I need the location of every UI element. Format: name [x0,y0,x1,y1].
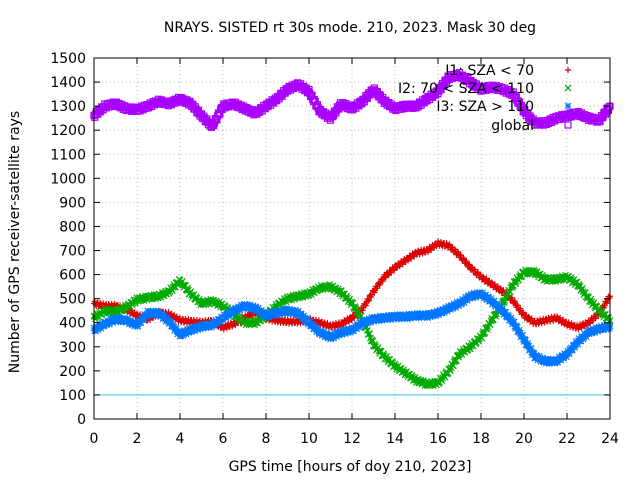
data-marks [90,69,614,390]
x-tick-label: 24 [601,431,619,447]
data-point [379,278,386,285]
data-point [460,254,467,261]
y-tick-label: 700 [59,244,86,260]
data-point [488,279,495,286]
data-point [351,314,358,321]
data-point [351,303,359,310]
data-point [511,297,518,304]
data-point [446,241,453,248]
data-point [134,310,140,317]
data-point [497,285,504,292]
series-1 [90,266,614,390]
y-tick-label: 1100 [50,147,86,163]
data-point [374,285,381,292]
y-tick-label: 1000 [50,171,86,187]
legend-marker [564,84,572,92]
legend-marker [564,102,572,110]
data-point [554,313,561,320]
legend-label-i1: I1: SZA < 70 [445,63,534,79]
data-point [491,281,498,288]
data-point [359,307,366,314]
data-point [400,366,407,374]
data-point [128,301,136,309]
data-point [465,262,472,269]
y-axis-label: Number of GPS receiver-satellite rays [7,111,23,373]
data-point [500,298,508,306]
data-point [371,289,378,296]
data-point [603,300,610,307]
y-tick-label: 400 [59,316,86,332]
legend-label-global: global [491,118,534,134]
x-tick-label: 14 [386,431,404,447]
y-tick-label: 1300 [50,99,86,115]
data-point [520,309,527,316]
x-tick-label: 10 [300,431,318,447]
data-point [382,273,389,280]
data-point [522,312,529,319]
x-tick-label: 20 [515,431,533,447]
data-point [408,372,416,379]
data-point [562,318,569,325]
data-point [339,321,346,328]
y-tick-label: 1400 [50,75,86,91]
y-tick-label: 200 [59,364,86,380]
x-tick-label: 0 [90,431,99,447]
x-tick-label: 18 [472,431,490,447]
y-tick-label: 500 [59,292,86,308]
data-point [463,257,470,264]
legend-marker [565,67,571,73]
x-tick-label: 4 [176,431,185,447]
y-tick-label: 0 [77,412,86,428]
data-point [492,312,500,320]
y-tick-label: 100 [59,388,86,404]
data-point [454,248,461,255]
legend-label-i2: I2: 70 < SZA < 110 [398,81,534,97]
legend-marker [564,121,572,129]
x-tick-label: 8 [262,431,271,447]
x-axis-label: GPS time [hours of doy 210, 2023] [229,459,472,475]
data-point [179,281,187,289]
chart-title: NRAYS. SISTED rt 30s mode. 210, 2023. Ma… [164,20,536,36]
data-point [525,313,532,320]
x-tick-label: 2 [133,431,142,447]
y-tick-label: 900 [59,195,86,211]
x-tick-label: 6 [219,431,228,447]
y-tick-label: 800 [59,219,86,235]
data-point [365,297,372,304]
data-point [362,301,369,308]
data-point [468,264,475,271]
data-point [170,312,177,319]
y-tick-label: 600 [59,268,86,284]
y-tick-label: 300 [59,340,86,356]
y-tick-label: 1500 [50,51,86,67]
data-point [362,302,369,309]
x-tick-label: 22 [558,431,576,447]
x-tick-label: 16 [429,431,447,447]
data-point [365,298,372,305]
data-point [385,272,392,279]
legend-label-i3: I3: SZA > 110 [436,99,534,115]
data-point [348,317,355,324]
x-tick-label: 12 [343,431,361,447]
y-tick-label: 1200 [50,123,86,139]
